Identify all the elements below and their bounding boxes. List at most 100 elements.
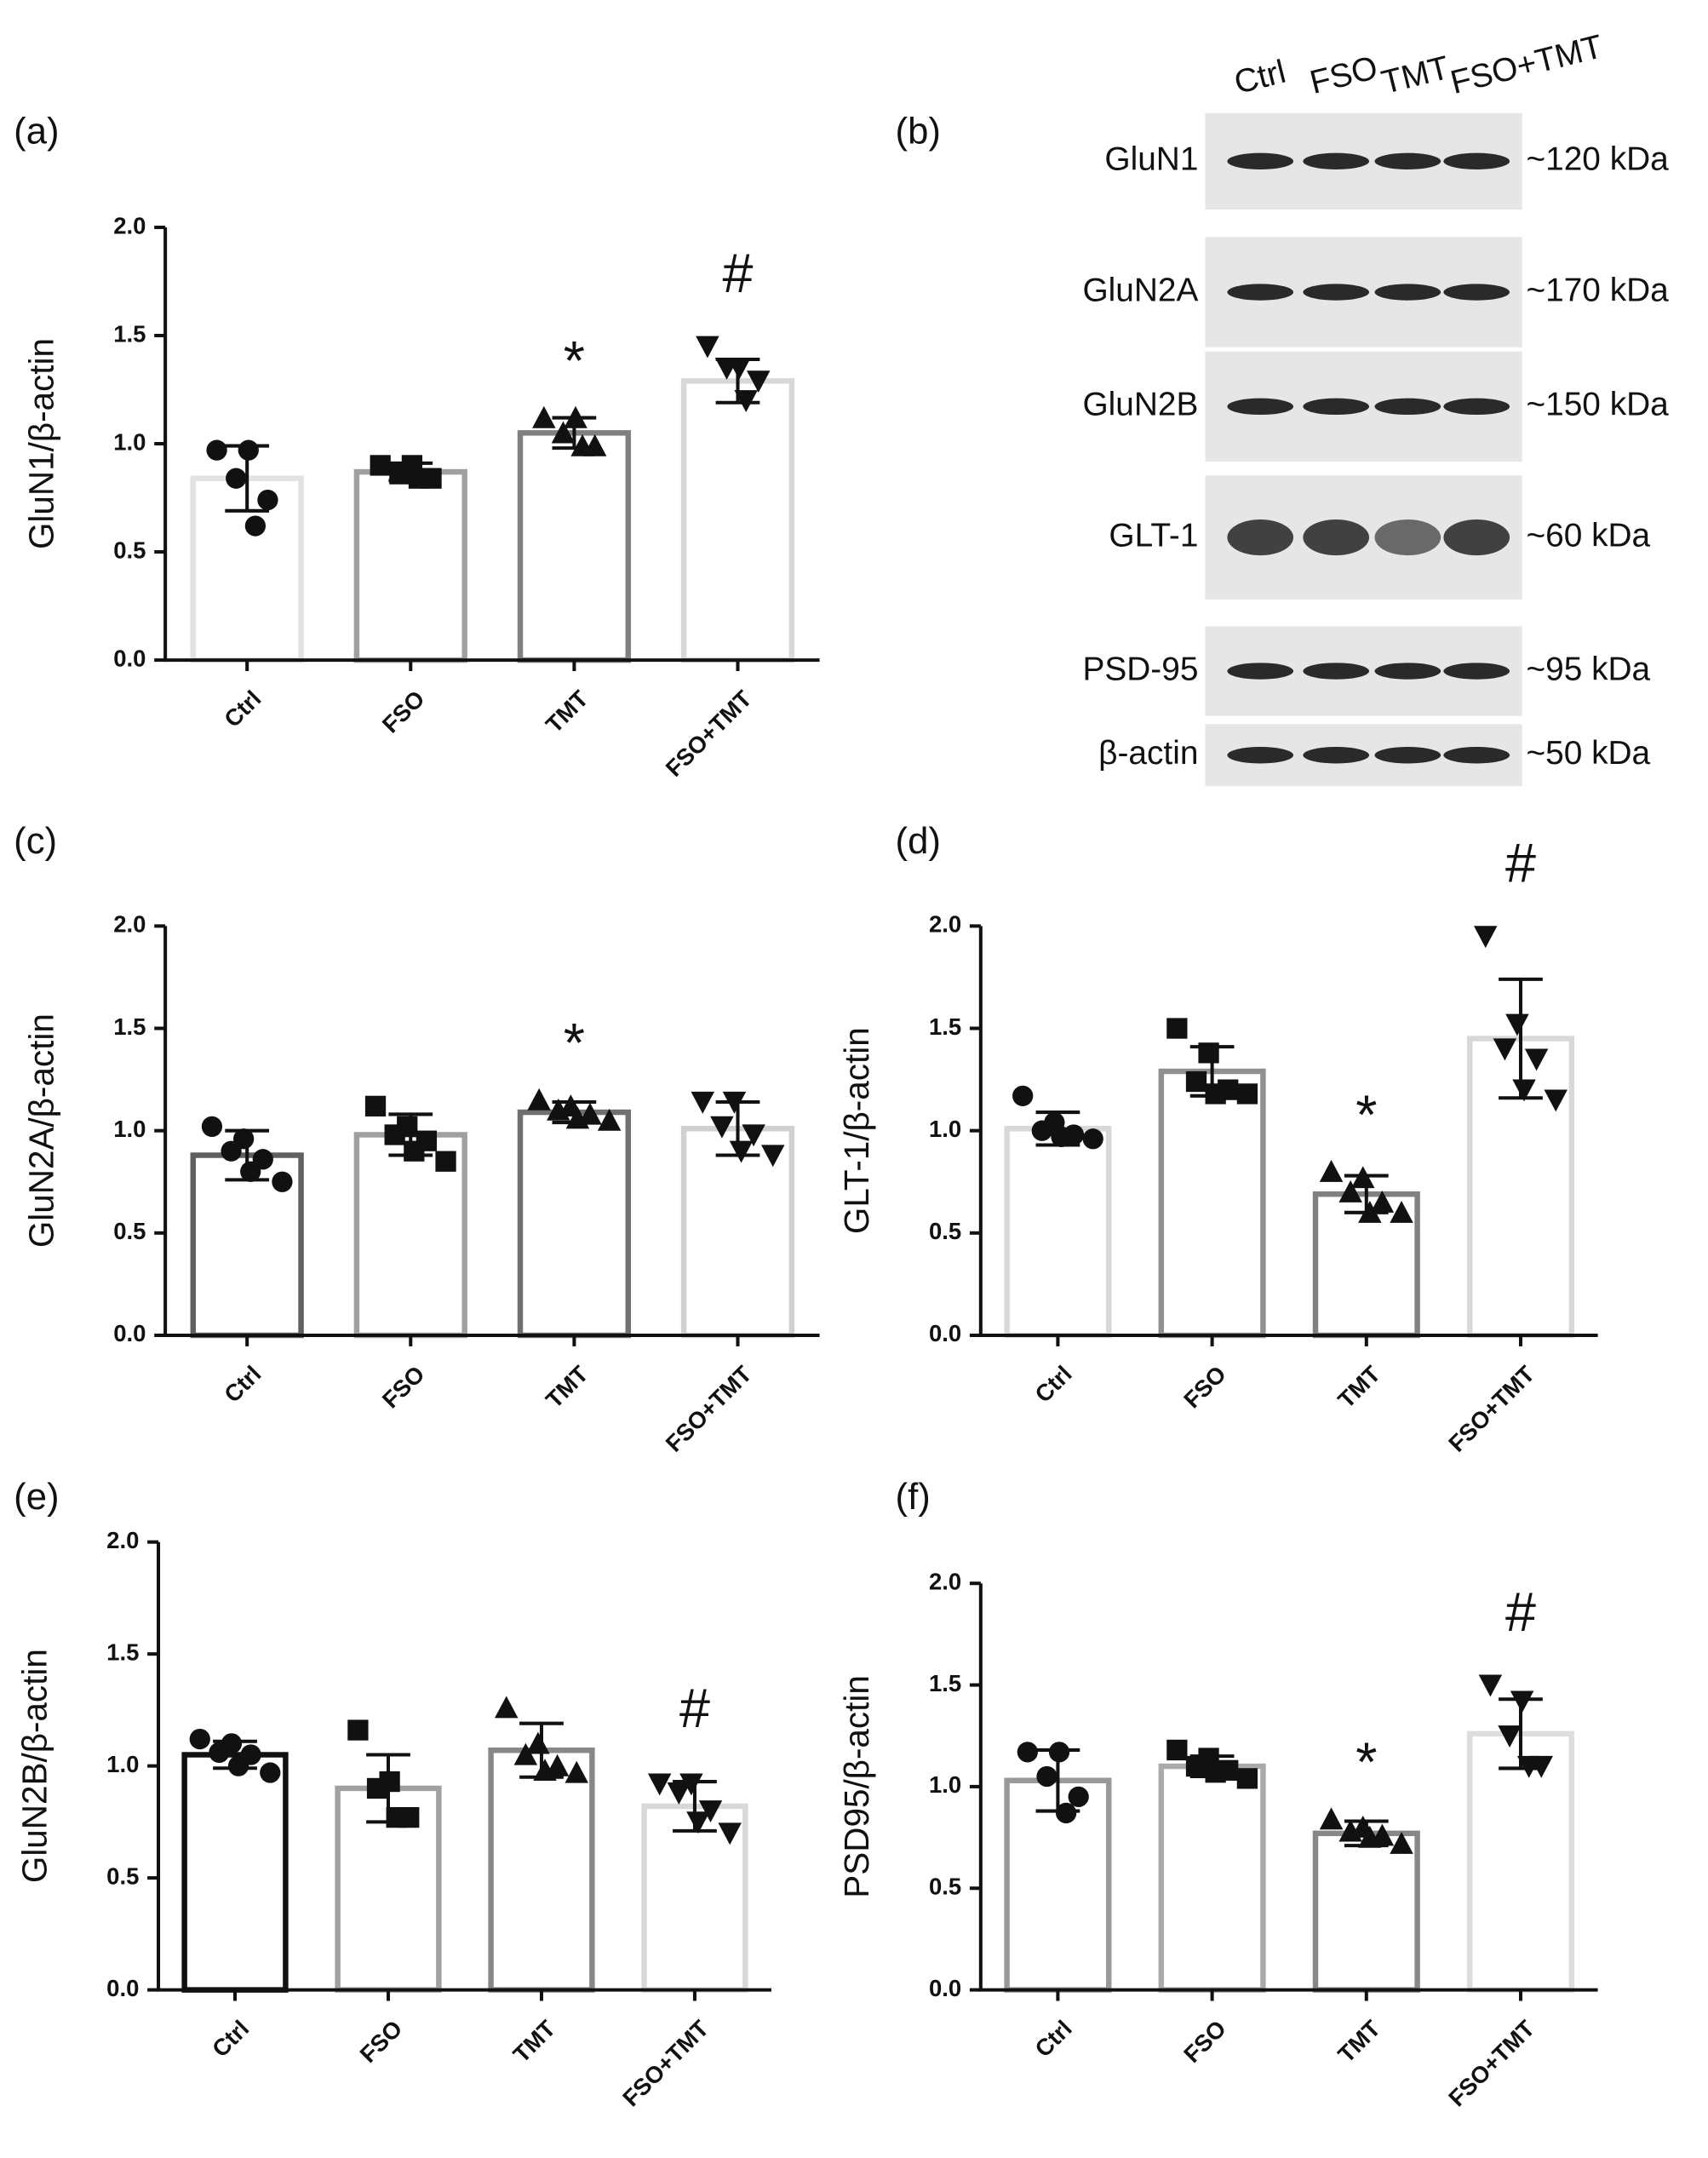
y-axis-label: GluN1/β-actin [21, 338, 60, 549]
bar [517, 430, 632, 663]
size-label: ~150 kDa [1526, 387, 1669, 423]
blot-band [1227, 152, 1294, 170]
blot-band [1227, 398, 1294, 416]
axes [157, 1541, 771, 1992]
bar [680, 378, 795, 663]
data-point [714, 357, 739, 380]
data-point [565, 1106, 590, 1129]
y-axis-label: PSD95/β-actin [837, 1675, 876, 1898]
data-point [1358, 1201, 1382, 1223]
data-point [1185, 1070, 1207, 1093]
blot-band [1227, 747, 1294, 764]
panel-label: (c) [14, 820, 57, 862]
x-tick-label: TMT [507, 2015, 560, 2068]
data-point [1473, 926, 1498, 949]
data-point [272, 1171, 293, 1192]
data-point [209, 1742, 230, 1763]
axes [978, 1583, 1598, 1992]
y-axis-label: GLT-1/β-actin [837, 1027, 876, 1234]
data-point [526, 1731, 550, 1754]
data-point [570, 433, 594, 456]
y-tick-label: 1.5 [113, 320, 146, 347]
data-point [551, 421, 576, 444]
data-point [206, 439, 227, 461]
data-point [564, 405, 587, 428]
protein-label: PSD-95 [1082, 651, 1198, 687]
data-point [384, 1124, 405, 1145]
data-point [1236, 1768, 1258, 1789]
blot-band [1227, 284, 1294, 301]
blot-band [1303, 284, 1370, 301]
data-point [494, 1696, 519, 1719]
y-tick-label: 1.5 [106, 1639, 139, 1665]
blot-band [1443, 398, 1510, 416]
y-tick-label: 0.5 [113, 537, 146, 563]
data-point [718, 1822, 742, 1845]
y-tick-label: 2.0 [106, 1527, 139, 1553]
size-label: ~95 kDa [1526, 651, 1650, 687]
lane-label: FSO+TMT [1447, 28, 1606, 101]
data-point [1012, 1085, 1034, 1106]
x-tick-label: TMT [541, 685, 593, 738]
significance-mark: * [1356, 1731, 1377, 1794]
y-tick-label: 1.0 [929, 1771, 961, 1798]
data-point [1031, 1120, 1052, 1141]
lane-label: TMT [1378, 49, 1453, 101]
data-point [260, 1762, 281, 1783]
data-point [1505, 1013, 1529, 1036]
data-point [257, 489, 278, 511]
data-point [240, 1161, 261, 1182]
x-tick-label: FSO+TMT [617, 2015, 714, 2111]
data-point [1205, 1762, 1226, 1783]
significance-mark: # [1505, 832, 1536, 894]
blot-band [1303, 663, 1370, 680]
bar [1158, 1763, 1266, 1993]
data-point [201, 1116, 223, 1138]
blot-band [1303, 398, 1370, 416]
data-point [1478, 1674, 1503, 1697]
significance-mark: * [564, 1012, 585, 1074]
blot-band [1374, 398, 1441, 416]
y-tick-label: 1.0 [113, 1116, 146, 1142]
data-point [1048, 1742, 1070, 1763]
y-tick-label: 0.0 [929, 1975, 961, 2001]
data-point [1524, 1048, 1549, 1071]
y-tick-label: 1.5 [929, 1013, 961, 1040]
data-point [1198, 1042, 1219, 1064]
x-tick-label: Ctrl [219, 686, 266, 732]
data-point [366, 1777, 388, 1799]
data-point [691, 1091, 715, 1114]
blot-band [1443, 284, 1510, 301]
size-label: ~170 kDa [1526, 272, 1669, 308]
x-tick-label: Ctrl [1029, 1361, 1076, 1408]
x-tick-label: FSO [377, 1361, 430, 1414]
data-point [1236, 1083, 1258, 1105]
data-point [696, 336, 719, 359]
significance-mark: # [679, 1677, 710, 1739]
data-point [226, 468, 247, 489]
y-tick-label: 0.0 [113, 645, 146, 671]
data-point [435, 1151, 456, 1172]
x-tick-label: FSO [377, 686, 430, 738]
y-tick-label: 2.0 [929, 911, 961, 938]
panel-label: (e) [14, 1476, 59, 1518]
y-tick-label: 0.5 [113, 1218, 146, 1244]
blot-band [1303, 152, 1370, 170]
y-axis-label: GluN2B/β-actin [14, 1649, 54, 1883]
data-point [1390, 1831, 1413, 1854]
x-tick-label: FSO [354, 2015, 407, 2068]
y-tick-label: 2.0 [929, 1569, 961, 1595]
data-point [1068, 1786, 1089, 1807]
data-point [238, 439, 259, 461]
x-tick-label: FSO [1178, 2015, 1231, 2068]
data-point [1319, 1159, 1344, 1182]
y-tick-label: 1.0 [929, 1116, 961, 1142]
data-point [1358, 1825, 1382, 1848]
bar [1158, 1068, 1266, 1339]
x-tick-label: Ctrl [219, 1361, 266, 1408]
bar [517, 1109, 632, 1339]
data-point [729, 1140, 754, 1163]
bar [353, 468, 467, 663]
blot-band [1303, 519, 1370, 556]
x-tick-label: TMT [1333, 2015, 1385, 2068]
